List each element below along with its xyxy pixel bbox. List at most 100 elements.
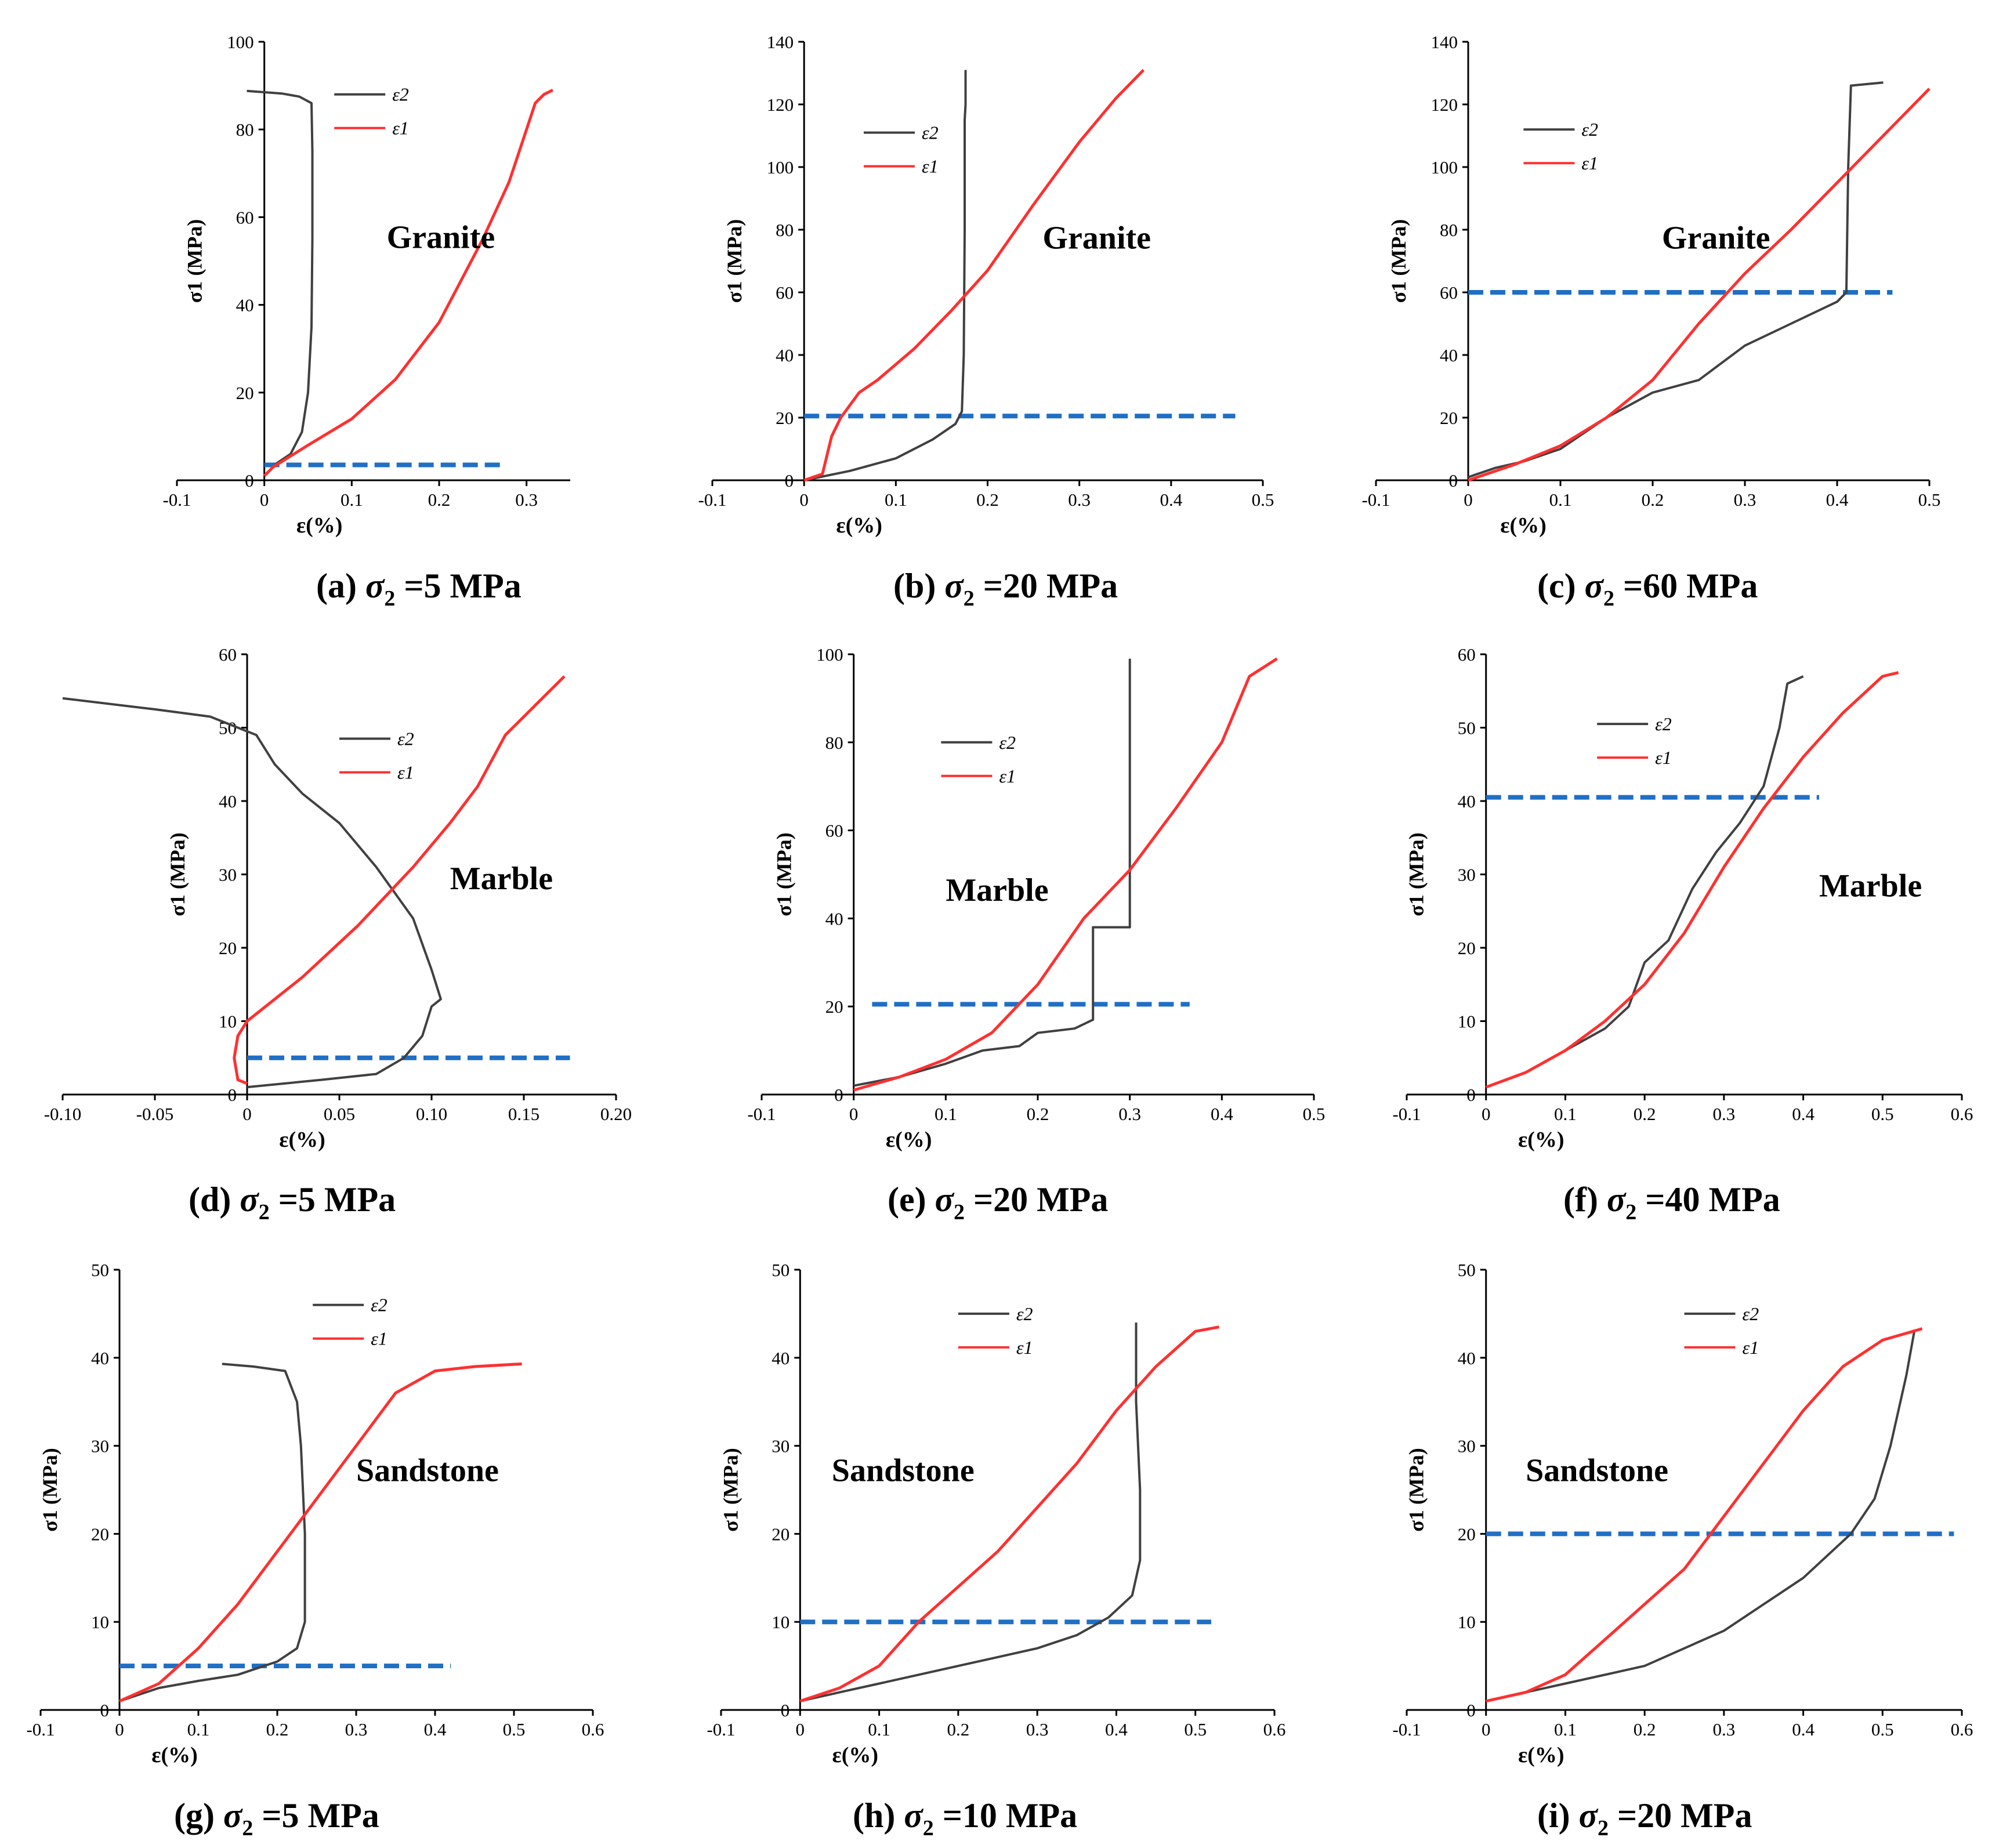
y-tick-label: 30 — [1458, 865, 1476, 885]
x-tick-label: 0.20 — [600, 1104, 632, 1124]
legend-label: ε1 — [371, 1328, 387, 1349]
x-tick-label: 0.6 — [1951, 1104, 1973, 1124]
x-tick-label: 0.3 — [345, 1719, 368, 1740]
series-line-eps1 — [799, 1325, 1220, 1703]
x-tick-label: 0.5 — [1871, 1719, 1894, 1740]
y-tick-label: 40 — [776, 345, 794, 365]
legend: ε2 ε1 — [1523, 119, 1598, 173]
y-tick-label: 0 — [1449, 470, 1458, 491]
y-tick-label: 30 — [1458, 1436, 1476, 1456]
x-tick-label: 0.3 — [1734, 490, 1757, 510]
x-axis-label: ε(%) — [886, 1128, 932, 1152]
y-tick-label: 20 — [825, 997, 843, 1017]
x-axis-label: ε(%) — [296, 513, 343, 538]
legend-label: ε2 — [1743, 1303, 1759, 1324]
y-tick-label: 60 — [219, 644, 237, 665]
x-tick-label: -0.1 — [698, 490, 726, 510]
x-tick-label: 0.4 — [1211, 1104, 1233, 1124]
x-tick-label: 0.4 — [1792, 1719, 1815, 1740]
x-tick-label: 0.2 — [947, 1719, 969, 1740]
x-tick-label: 0.2 — [1027, 1104, 1049, 1124]
rock-type-label: Marble — [946, 872, 1048, 908]
x-tick-label: 0.3 — [515, 490, 538, 510]
x-tick-label: 0.2 — [266, 1719, 289, 1740]
y-tick-label: 20 — [1458, 1524, 1476, 1544]
panel-c: -0.1 0 0.1 0.2 0.3 0.4 0.5 0 20 40 60 80 100 120 140 ε(… — [1361, 32, 1940, 611]
y-tick-label: 10 — [1458, 1612, 1476, 1632]
y-tick-label: 60 — [825, 821, 843, 841]
y-tick-label: 0 — [228, 1085, 237, 1105]
y-axis-label: σ1 (MPa) — [719, 1448, 742, 1532]
x-tick-label: -0.05 — [136, 1104, 174, 1124]
x-tick-label: -0.10 — [44, 1104, 82, 1124]
legend: ε2 ε1 — [334, 84, 409, 139]
y-tick-label: 0 — [1466, 1700, 1476, 1720]
x-tick-label: 0.6 — [582, 1719, 604, 1740]
y-tick-label: 60 — [1440, 282, 1458, 303]
x-axis-label: ε(%) — [836, 513, 882, 538]
x-tick-label: 0.1 — [1549, 490, 1572, 510]
legend: ε2 ε1 — [863, 122, 939, 177]
panel-caption: (e) σ2 =20 MPa — [888, 1180, 1108, 1224]
y-tick-label: 100 — [816, 644, 843, 665]
x-tick-label: 0.1 — [1554, 1104, 1577, 1124]
legend-label: ε1 — [392, 118, 409, 139]
y-tick-label: 120 — [767, 95, 794, 115]
x-tick-label: 0.5 — [1303, 1104, 1325, 1124]
legend-label: ε2 — [999, 732, 1016, 753]
series-line-eps1 — [1485, 671, 1899, 1089]
legend-label: ε2 — [1016, 1303, 1033, 1324]
y-tick-label: 100 — [767, 157, 794, 177]
y-tick-label: 20 — [1440, 408, 1458, 428]
rock-type-label: Granite — [1042, 220, 1151, 256]
y-tick-label: 0 — [245, 470, 254, 491]
legend-label: ε1 — [1655, 747, 1672, 768]
y-tick-label: 40 — [219, 791, 237, 811]
legend: ε2 ε1 — [1684, 1303, 1759, 1358]
x-axis-label: ε(%) — [1500, 513, 1547, 538]
series-line-eps2 — [62, 697, 442, 1089]
series-line-eps1 — [803, 68, 1145, 482]
y-axis-label: σ1 (MPa) — [183, 219, 207, 303]
x-axis-label: ε(%) — [1518, 1128, 1564, 1152]
series-line-eps2 — [1486, 675, 1804, 1089]
x-tick-label: 0.6 — [1951, 1719, 1973, 1740]
x-tick-label: 0.5 — [1918, 490, 1941, 510]
series-line-eps1 — [263, 88, 554, 477]
legend: ε2 ε1 — [313, 1295, 387, 1349]
y-tick-label: 20 — [1458, 938, 1476, 958]
legend-label: ε1 — [999, 766, 1016, 787]
rock-type-label: Granite — [1662, 220, 1770, 256]
x-tick-label: 0.4 — [1105, 1719, 1128, 1740]
series-line-eps2 — [853, 658, 1131, 1087]
x-tick-label: 0.4 — [1792, 1104, 1815, 1124]
x-tick-label: 0 — [115, 1719, 124, 1740]
x-tick-label: 0.15 — [508, 1104, 539, 1124]
x-tick-label: -0.1 — [26, 1719, 55, 1740]
y-tick-label: 40 — [1440, 345, 1458, 365]
x-tick-label: 0.5 — [1252, 490, 1274, 510]
legend-label: ε1 — [1743, 1337, 1759, 1358]
panel-caption: (f) σ2 =40 MPa — [1563, 1180, 1780, 1224]
y-tick-label: 50 — [1458, 718, 1476, 738]
y-tick-label: 10 — [1458, 1012, 1476, 1032]
y-tick-label: 40 — [236, 295, 254, 316]
x-axis-label: ε(%) — [279, 1128, 325, 1152]
series-line-eps1 — [233, 675, 566, 1085]
series-line-eps1 — [853, 657, 1278, 1092]
series-line-eps1 — [1468, 88, 1931, 482]
rock-type-label: Sandstone — [1526, 1452, 1668, 1488]
x-tick-label: 0 — [849, 1104, 859, 1124]
x-axis-label: ε(%) — [151, 1743, 198, 1767]
x-tick-label: 0.3 — [1118, 1104, 1141, 1124]
y-tick-label: 140 — [767, 32, 794, 52]
legend-label: ε1 — [397, 762, 414, 782]
x-tick-label: 0 — [1464, 490, 1473, 510]
x-tick-label: 0.3 — [1026, 1719, 1049, 1740]
y-tick-label: 10 — [91, 1612, 109, 1632]
x-axis-label: ε(%) — [1518, 1743, 1564, 1767]
x-tick-label: 0.6 — [1263, 1719, 1286, 1740]
y-tick-label: 30 — [772, 1436, 789, 1456]
y-tick-label: 40 — [772, 1348, 789, 1368]
